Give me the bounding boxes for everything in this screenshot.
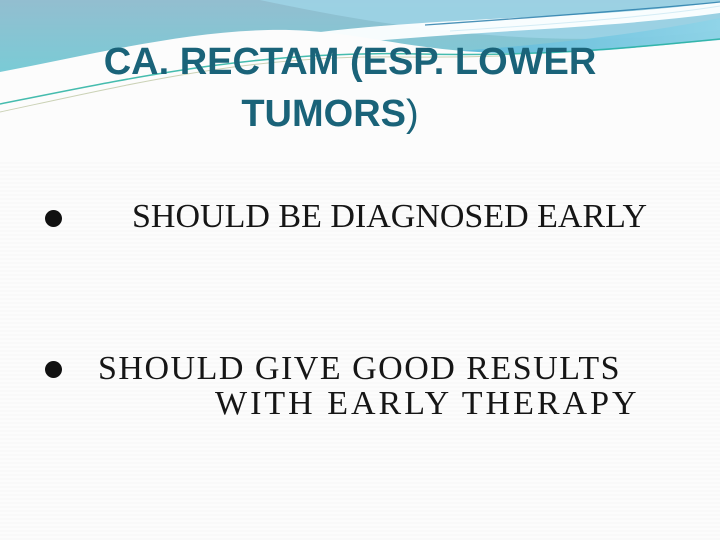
bullet-1-text: SHOULD BE DIAGNOSED EARLY bbox=[132, 198, 648, 235]
wave-header-decoration bbox=[0, 0, 720, 160]
slide-title-close-paren: ) bbox=[406, 93, 419, 135]
bullet-2-text-line-2: WITH EARLY THERAPY bbox=[215, 385, 640, 422]
wave-white-foreground bbox=[0, 29, 720, 160]
bullet-icon bbox=[45, 210, 62, 227]
slide-title-line-2: TUMORS) bbox=[0, 95, 660, 133]
accent-line-olive bbox=[0, 55, 501, 113]
accent-line-light-blue bbox=[449, 5, 720, 32]
bullet-2-text-line-1: SHOULD GIVE GOOD RESULTS bbox=[98, 350, 622, 387]
slide-title-line-1: CA. RECTAM (ESP. LOWER bbox=[103, 41, 597, 83]
wave-white-streak bbox=[200, 2, 720, 62]
accent-line-teal bbox=[0, 38, 720, 105]
slide-title-line-2-text: TUMORS bbox=[241, 93, 406, 135]
accent-line-dark-blue bbox=[424, 1, 720, 26]
bullet-icon bbox=[45, 361, 62, 378]
